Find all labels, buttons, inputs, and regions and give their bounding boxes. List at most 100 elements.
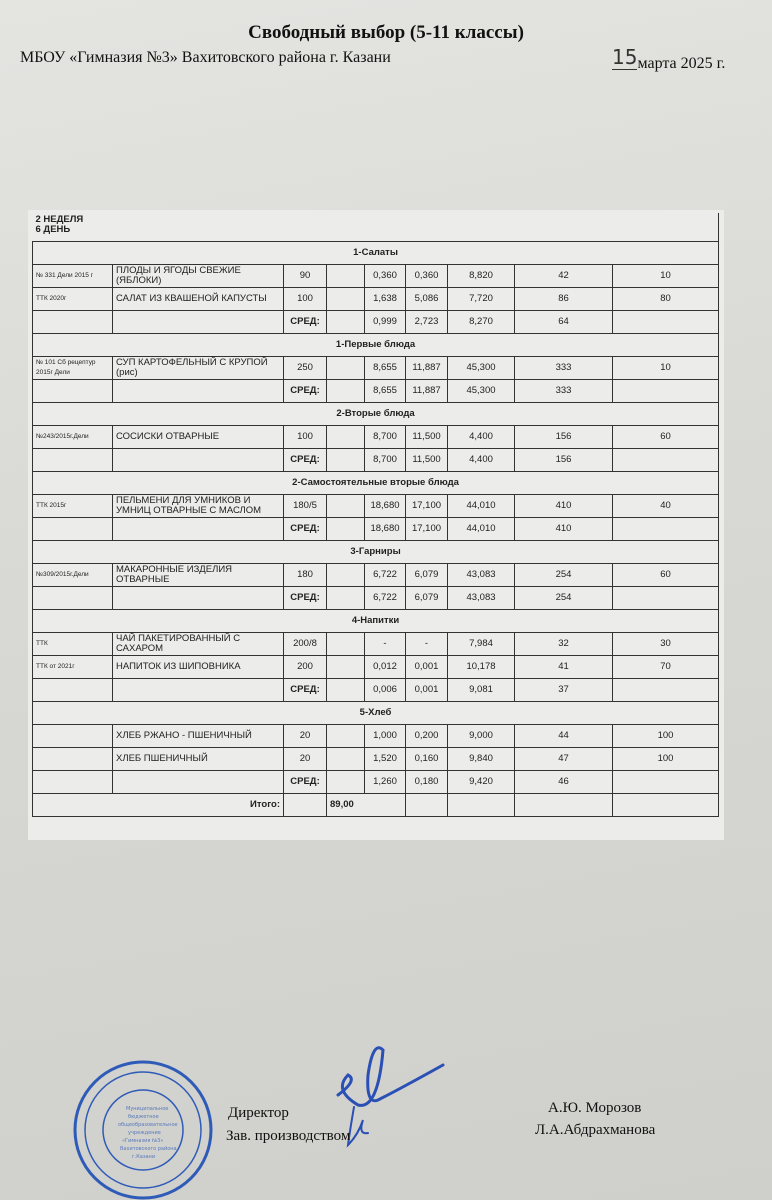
avg-fat: 6,079 <box>405 586 448 610</box>
fat: 0,200 <box>405 724 448 748</box>
svg-text:«Гимназия №3»: «Гимназия №3» <box>122 1138 163 1144</box>
menu-item-row: ТТК 2020г САЛАТ ИЗ КВАШЕНОЙ КАПУСТЫ 100 1,6… <box>32 287 720 311</box>
empty-cell <box>32 448 113 472</box>
recipe-code: ТТК 2015г <box>32 494 113 518</box>
average-row: СРЕД: 8,700 11,500 4,400 156 <box>32 448 720 472</box>
avg-kcal: 254 <box>514 586 613 610</box>
menu-item-row: №243/2015г.Дели СОСИСКИ ОТВАРНЫЕ 100 8,700 1… <box>32 425 720 449</box>
empty-cell <box>326 655 365 679</box>
fat: - <box>405 632 448 656</box>
portion-weight: 100 <box>283 287 327 311</box>
protein: 18,680 <box>364 494 406 518</box>
empty-cell <box>112 379 284 403</box>
avg-kcal: 156 <box>514 448 613 472</box>
avg-carbs: 43,083 <box>447 586 515 610</box>
dish-name: НАПИТОК ИЗ ШИПОВНИКА <box>112 655 284 679</box>
price: 30 <box>611 632 720 656</box>
price: 80 <box>611 287 720 311</box>
recipe-code: ТТК <box>32 632 113 656</box>
avg-carbs: 9,081 <box>447 678 515 702</box>
empty-cell <box>112 678 284 702</box>
avg-fat: 0,180 <box>405 770 448 794</box>
section-title: 3-Гарниры <box>31 540 720 564</box>
section-header: 3-Гарниры <box>31 540 720 564</box>
avg-carbs: 9,420 <box>447 770 515 794</box>
empty-cell <box>611 517 720 541</box>
menu-item-row: ХЛЕБ РЖАНО - ПШЕНИЧНЫЙ 20 1,000 0,200 9,000 4… <box>32 724 720 748</box>
average-label: СРЕД: <box>283 770 327 794</box>
carbs: 4,400 <box>447 425 515 449</box>
svg-text:общеобразовательное: общеобразовательное <box>118 1122 178 1128</box>
section-title: 5-Хлеб <box>31 701 720 725</box>
fat: 5,086 <box>405 287 448 311</box>
carbs: 8,820 <box>447 264 515 288</box>
average-label: СРЕД: <box>283 517 327 541</box>
avg-protein: 8,700 <box>364 448 406 472</box>
avg-protein: 8,655 <box>364 379 406 403</box>
kcal: 333 <box>514 356 613 380</box>
protein: 1,000 <box>364 724 406 748</box>
avg-kcal: 410 <box>514 517 613 541</box>
average-row: СРЕД: 8,655 11,887 45,300 333 <box>32 379 720 403</box>
section-title: 1-Салаты <box>31 241 720 265</box>
average-label: СРЕД: <box>283 448 327 472</box>
average-row: СРЕД: 18,680 17,100 44,010 410 <box>32 517 720 541</box>
fat: 17,100 <box>405 494 448 518</box>
section-header: 2-Вторые блюда <box>31 402 720 426</box>
avg-protein: 0,999 <box>364 310 406 334</box>
svg-text:г.Казани: г.Казани <box>132 1154 155 1160</box>
average-label: СРЕД: <box>283 586 327 610</box>
section-title: 1-Первые блюда <box>31 333 720 357</box>
section-header: 1-Первые блюда <box>31 333 720 357</box>
fat: 6,079 <box>405 563 448 587</box>
avg-carbs: 45,300 <box>447 379 515 403</box>
kcal: 32 <box>514 632 613 656</box>
dish-name: ЧАЙ ПАКЕТИРОВАННЫЙ С САХАРОМ <box>112 632 284 656</box>
empty-cell <box>611 586 720 610</box>
dish-name: САЛАТ ИЗ КВАШЕНОЙ КАПУСТЫ <box>112 287 284 311</box>
average-row: СРЕД: 6,722 6,079 43,083 254 <box>32 586 720 610</box>
empty-cell <box>514 793 613 817</box>
total-value: 89,00 <box>326 793 406 817</box>
section-header: 1-Салаты <box>31 241 720 265</box>
empty-cell <box>32 678 113 702</box>
protein: 1,520 <box>364 747 406 771</box>
svg-text:учреждение: учреждение <box>128 1130 161 1136</box>
empty-cell <box>283 793 327 817</box>
kcal: 86 <box>514 287 613 311</box>
school-name: МБОУ «Гимназия №3» Вахитовского района г… <box>20 49 391 66</box>
day-header: 2 НЕДЕЛЯ 6 ДЕНЬ <box>32 213 720 242</box>
avg-fat: 2,723 <box>405 310 448 334</box>
recipe-code: № 331 Дели 2015 г <box>32 264 113 288</box>
empty-cell <box>611 770 720 794</box>
avg-carbs: 44,010 <box>447 517 515 541</box>
production-name: Л.А.Абдрахманова <box>535 1122 656 1138</box>
menu-item-row: №309/2015г.Дели МАКАРОННЫЕ ИЗДЕЛИЯ ОТВАРН… <box>32 563 720 587</box>
protein: 6,722 <box>364 563 406 587</box>
menu-item-row: № 101 Сб рецептур 2015г Дели СУП КАРТОФЕЛ… <box>32 356 720 380</box>
empty-cell <box>112 517 284 541</box>
section-header: 2-Самостоятельные вторые блюда <box>31 471 720 495</box>
empty-cell <box>326 517 365 541</box>
avg-kcal: 64 <box>514 310 613 334</box>
dish-name: ПЛОДЫ И ЯГОДЫ СВЕЖИЕ (ЯБЛОКИ) <box>112 264 284 288</box>
director-role: Директор <box>228 1105 289 1121</box>
empty-cell <box>32 310 113 334</box>
empty-cell <box>326 747 365 771</box>
empty-cell <box>611 793 720 817</box>
empty-cell <box>326 264 365 288</box>
recipe-code <box>32 747 113 771</box>
price: 10 <box>611 264 720 288</box>
production-role: Зав. производством <box>226 1128 351 1144</box>
empty-cell <box>326 310 365 334</box>
avg-carbs: 4,400 <box>447 448 515 472</box>
average-label: СРЕД: <box>283 379 327 403</box>
fat: 0,001 <box>405 655 448 679</box>
empty-cell <box>611 379 720 403</box>
empty-cell <box>326 494 365 518</box>
price: 10 <box>611 356 720 380</box>
menu-item-row: ХЛЕБ ПШЕНИЧНЫЙ 20 1,520 0,160 9,840 47 100 <box>32 747 720 771</box>
empty-cell <box>32 770 113 794</box>
director-name: А.Ю. Морозов <box>548 1100 642 1116</box>
